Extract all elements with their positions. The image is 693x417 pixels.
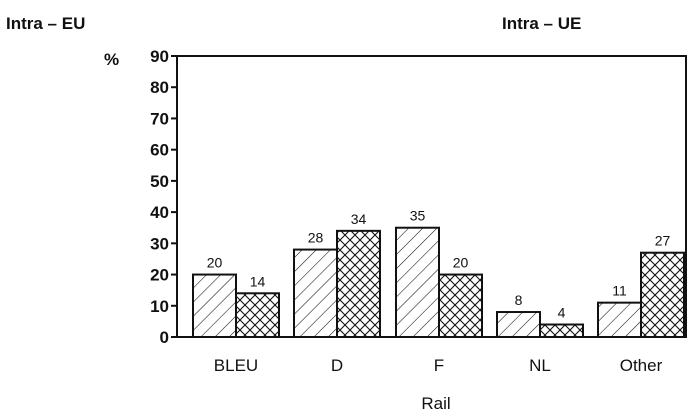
data-label: 14: [250, 273, 266, 289]
data-label: 20: [453, 255, 469, 271]
y-tick-label: 80: [150, 78, 169, 97]
bar-d-series-2: [336, 229, 381, 339]
y-tick-label: 90: [150, 47, 169, 66]
category-label-other: Other: [620, 356, 663, 375]
data-label: 34: [351, 211, 367, 227]
y-tick-label: 30: [150, 234, 169, 253]
category-label-nl: NL: [529, 356, 551, 375]
category-label-f: F: [434, 356, 444, 375]
y-tick-label: 50: [150, 172, 169, 191]
bars: [192, 226, 685, 339]
plot-area-frame: [176, 55, 687, 338]
y-tick-label: 20: [150, 266, 169, 285]
category-labels: BLEU D F NL Other: [214, 356, 663, 375]
y-tick-label: 40: [150, 203, 169, 222]
bar-d-series-1: [293, 248, 338, 338]
bar-nl-series-2: [539, 323, 584, 338]
bar-other-series-2: [640, 251, 685, 338]
header-right-title: Intra – UE: [502, 14, 581, 33]
bar-f-series-2: [438, 273, 483, 338]
data-label: 28: [308, 230, 324, 246]
y-axis-ticks: 0 10 20 30 40 50 60 70 80 90: [150, 47, 177, 347]
y-tick-label: 70: [150, 109, 169, 128]
data-label: 20: [207, 255, 223, 271]
bar-bleu-series-1: [192, 273, 237, 338]
header-left-title: Intra – EU: [6, 14, 85, 33]
data-label: 11: [612, 283, 627, 299]
y-tick-label: 0: [160, 328, 169, 347]
y-tick-label: 10: [150, 297, 169, 316]
data-label: 8: [515, 292, 523, 308]
bar-other-series-1: [597, 301, 642, 338]
data-label: 35: [410, 208, 426, 224]
data-label: 4: [558, 305, 566, 321]
data-label: 27: [655, 233, 671, 249]
y-tick-label: 60: [150, 141, 169, 160]
bar-f-series-1: [395, 226, 440, 339]
bar-bleu-series-2: [235, 292, 280, 338]
y-axis-unit-label: %: [104, 50, 119, 69]
category-label-bleu: BLEU: [214, 356, 258, 375]
data-labels: 20 14 28 34 35 20 8 4 11 27: [207, 208, 671, 321]
x-axis-label: Rail: [421, 394, 450, 413]
category-label-d: D: [331, 356, 343, 375]
bar-nl-series-1: [496, 311, 541, 338]
